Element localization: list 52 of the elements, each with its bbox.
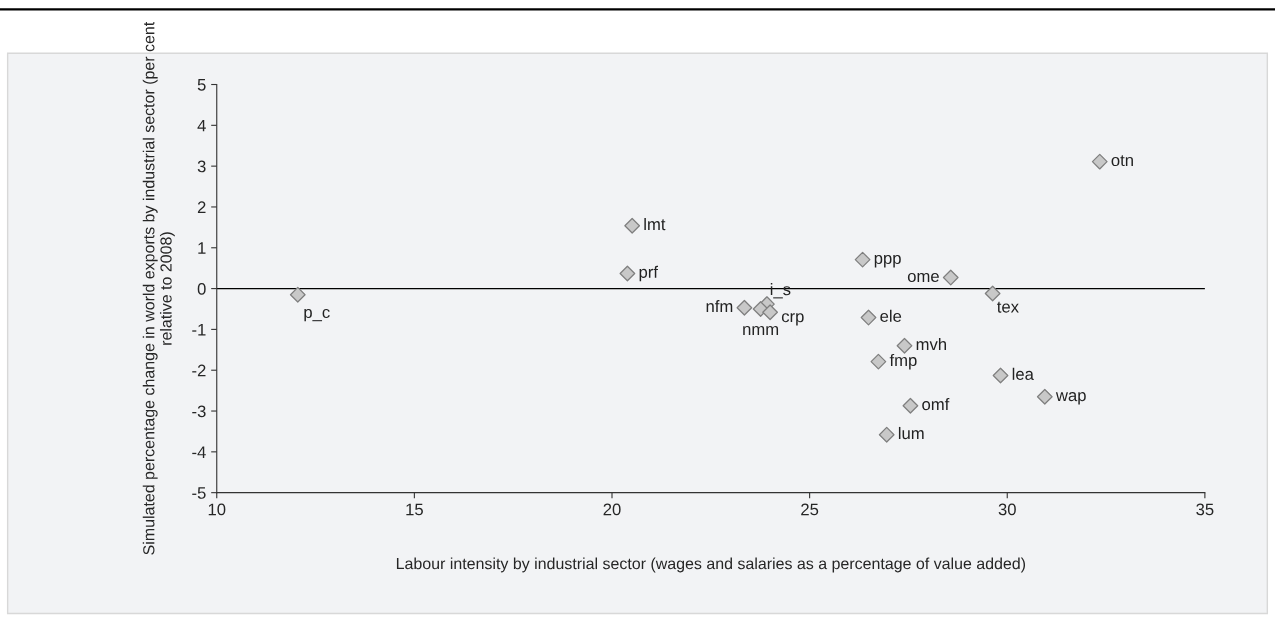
point <box>870 353 887 370</box>
x-tick-label: 25 <box>801 503 819 516</box>
y-tick-label: 5 <box>197 79 206 91</box>
y-tick-label: 4 <box>197 119 206 132</box>
point <box>984 285 1001 302</box>
y-tick-label: 3 <box>197 160 206 173</box>
point <box>736 299 753 316</box>
annotation: mvh <box>916 337 946 351</box>
point <box>854 251 871 268</box>
point <box>762 304 779 321</box>
annotation: nmm <box>743 325 779 335</box>
point <box>860 309 877 326</box>
x-axis-title: Labour intensity by industrial sector (wages and salaries as a percentage of value added) <box>396 557 1026 573</box>
point <box>1036 388 1053 405</box>
annotation: lmt <box>644 217 666 231</box>
point <box>289 286 306 303</box>
annotation: ome <box>907 272 939 283</box>
x-tick-label: 20 <box>603 503 621 516</box>
annotation: nfm <box>706 300 733 313</box>
annotation: otn <box>1111 155 1133 167</box>
y-tick-label: 2 <box>197 201 206 213</box>
x-tick-label: 10 <box>208 503 226 516</box>
point <box>624 217 641 234</box>
y-tick-label: -4 <box>192 446 206 458</box>
y-tick-label: -1 <box>192 323 206 336</box>
annotation: crp <box>781 313 804 326</box>
annotation: omf <box>922 397 950 411</box>
annotation: lea <box>1012 367 1034 380</box>
point <box>942 269 959 286</box>
y-tick-label: -5 <box>192 487 206 499</box>
y-tick-label: -3 <box>192 405 206 418</box>
annotation: fmp <box>889 353 917 370</box>
x-tick-label: 35 <box>1196 503 1214 516</box>
annotation: p_c <box>304 308 330 322</box>
annotation: ppp <box>874 254 901 268</box>
y-tick-label: 1 <box>198 242 206 254</box>
point <box>619 265 636 282</box>
point <box>878 426 895 443</box>
annotation: wap <box>1055 392 1086 405</box>
annotation: prf <box>639 265 658 282</box>
point <box>896 337 913 354</box>
annotation: tex <box>997 301 1019 313</box>
y-tick-label: -2 <box>192 364 206 377</box>
annotation: ele <box>880 309 902 323</box>
point <box>1091 153 1108 170</box>
y-tick-label: 0 <box>197 282 206 295</box>
point <box>902 397 919 414</box>
x-tick-label: 30 <box>998 503 1016 516</box>
y-axis-title: Simulated percentage change in world exports by industrial sector (per cent relative to 2008) <box>142 21 175 555</box>
annotation: lum <box>898 426 924 440</box>
x-tick-label: 15 <box>406 503 423 516</box>
point <box>992 367 1009 384</box>
